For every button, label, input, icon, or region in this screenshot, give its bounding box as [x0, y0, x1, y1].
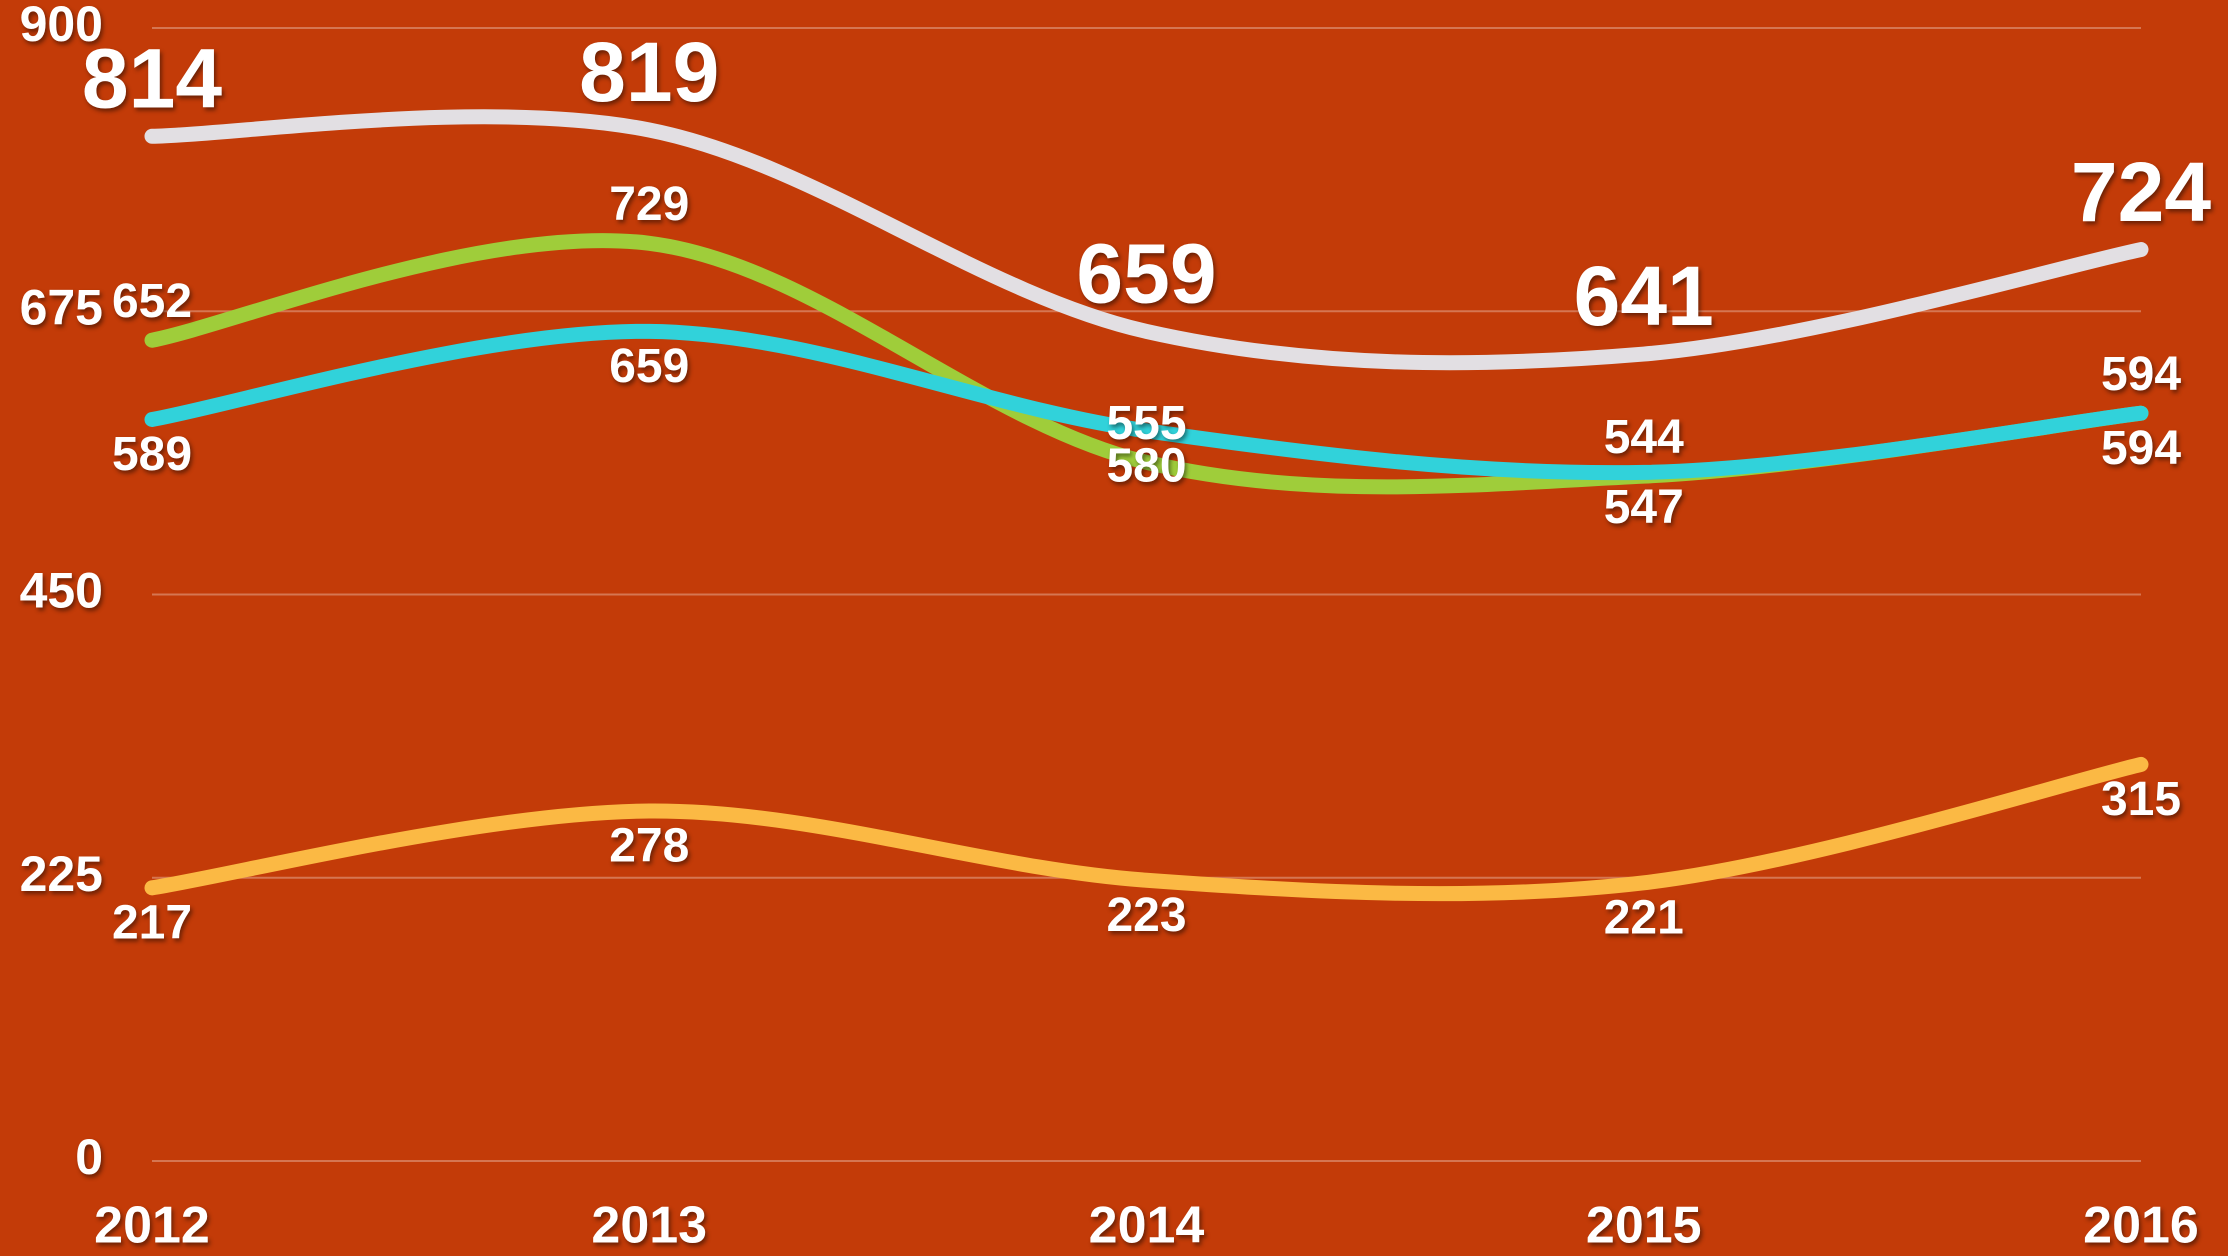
- data-label: 814: [82, 31, 222, 125]
- data-label: 555: [1106, 397, 1186, 450]
- data-label: 217: [112, 896, 192, 949]
- y-tick-label: 900: [20, 0, 103, 52]
- data-label: 278: [609, 820, 689, 873]
- x-tick-label: 2016: [2083, 1197, 2199, 1255]
- data-label: 544: [1604, 411, 1684, 464]
- y-tick-label: 450: [20, 563, 103, 619]
- y-tick-label: 0: [75, 1129, 103, 1185]
- data-label: 589: [112, 428, 192, 481]
- data-label: 729: [609, 178, 689, 231]
- data-label: 819: [579, 25, 719, 119]
- data-label: 580: [1106, 440, 1186, 493]
- data-label: 221: [1604, 891, 1684, 944]
- data-label: 547: [1604, 481, 1684, 534]
- series-line: [144, 109, 2149, 371]
- y-tick-label: 225: [20, 846, 103, 902]
- series-line: [144, 323, 2149, 481]
- x-tick-label: 2014: [1089, 1197, 1205, 1255]
- data-label: 724: [2071, 145, 2211, 239]
- data-label: 652: [112, 275, 192, 328]
- data-label: 659: [609, 340, 689, 393]
- x-tick-label: 2013: [591, 1197, 707, 1255]
- data-label: 659: [1076, 227, 1216, 321]
- data-label: 223: [1106, 889, 1186, 942]
- x-tick-label: 2015: [1586, 1197, 1702, 1255]
- series-line: [144, 756, 2149, 902]
- data-label: 594: [2101, 348, 2181, 401]
- x-tick-label: 2012: [94, 1197, 210, 1255]
- data-label: 594: [2101, 422, 2181, 475]
- data-label: 641: [1574, 249, 1714, 343]
- data-label: 315: [2101, 773, 2181, 826]
- y-tick-label: 675: [20, 279, 103, 335]
